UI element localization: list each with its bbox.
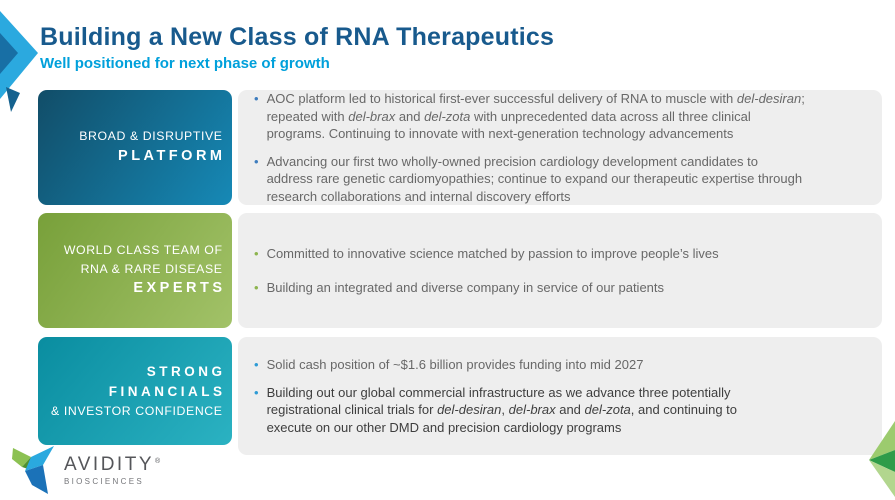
registered-trademark-icon: ® [155, 457, 161, 465]
bullet-dot-icon: • [254, 280, 259, 295]
bullet-dot-icon: • [254, 384, 259, 400]
header: Building a New Class of RNA Therapeutics… [40, 22, 554, 73]
ribbon-chevron-top-left-icon [0, 11, 38, 112]
row-experts: WORLD CLASS TEAM OF RNA & RARE DISEASE E… [38, 213, 882, 328]
bullet-dot-icon: • [254, 245, 259, 261]
category-label: RNA & RARE DISEASE [80, 261, 223, 276]
category-label: BROAD & DISRUPTIVE [79, 129, 223, 144]
content-rows: BROAD & DISRUPTIVE PLATFORM • AOC platfor… [38, 90, 882, 455]
row-platform: BROAD & DISRUPTIVE PLATFORM • AOC platfor… [38, 90, 882, 205]
company-logo: AVIDITY® BIOSCIENCES [12, 444, 161, 496]
category-label-emphasis: EXPERTS [133, 280, 226, 297]
category-label-emphasis: FINANCIALS [108, 383, 226, 399]
category-box-financials: STRONG FINANCIALS & INVESTOR CONFIDENCE [38, 337, 232, 445]
bullet-item: • AOC platform led to historical first-ev… [254, 90, 872, 143]
brand-name: AVIDITY [64, 453, 154, 475]
category-box-experts: WORLD CLASS TEAM OF RNA & RARE DISEASE E… [38, 213, 232, 328]
bullet-text: AOC platform led to historical first-eve… [266, 91, 805, 141]
content-panel-platform: • AOC platform led to historical first-ev… [238, 90, 882, 205]
bullet-text: Building an integrated and diverse compa… [266, 280, 665, 295]
bullet-text: Advancing our first two wholly-owned pre… [266, 153, 803, 204]
bullet-dot-icon: • [254, 153, 259, 169]
bullet-item: • Building out our global commercial infr… [254, 384, 872, 437]
bullet-item: • Building an integrated and diverse comp… [254, 279, 872, 297]
brand-text: AVIDITY® BIOSCIENCES [64, 453, 161, 486]
page-title: Building a New Class of RNA Therapeutics [40, 23, 555, 51]
category-label-emphasis: STRONG [146, 363, 226, 379]
category-box-platform: BROAD & DISRUPTIVE PLATFORM [38, 90, 232, 205]
bullet-item: • Solid cash position of ~$1.6 billion pr… [254, 356, 872, 374]
category-label-emphasis: PLATFORM [118, 147, 226, 164]
brand-subname: BIOSCIENCES [64, 476, 144, 486]
row-financials: STRONG FINANCIALS & INVESTOR CONFIDENCE … [38, 337, 882, 455]
bullet-text: Solid cash position of ~$1.6 billion pro… [266, 357, 644, 372]
content-panel-financials: • Solid cash position of ~$1.6 billion pr… [238, 337, 882, 455]
page-subtitle: Well positioned for next phase of growth [40, 55, 330, 72]
bullet-text: Committed to innovative science matched … [266, 245, 719, 261]
category-label: WORLD CLASS TEAM OF [63, 243, 223, 258]
bullet-item: • Committed to innovative science matched… [254, 245, 872, 263]
green-ribbon-bottom-right-icon [869, 421, 895, 497]
bullet-dot-icon: • [254, 91, 259, 106]
bullet-item: • Advancing our first two wholly-owned pr… [254, 153, 872, 206]
logo-mark-icon [12, 446, 54, 494]
category-label: & INVESTOR CONFIDENCE [51, 404, 223, 419]
bullet-text: Building out our global commercial infra… [266, 384, 738, 435]
content-panel-experts: • Committed to innovative science matched… [238, 213, 882, 328]
bullet-dot-icon: • [254, 357, 259, 372]
